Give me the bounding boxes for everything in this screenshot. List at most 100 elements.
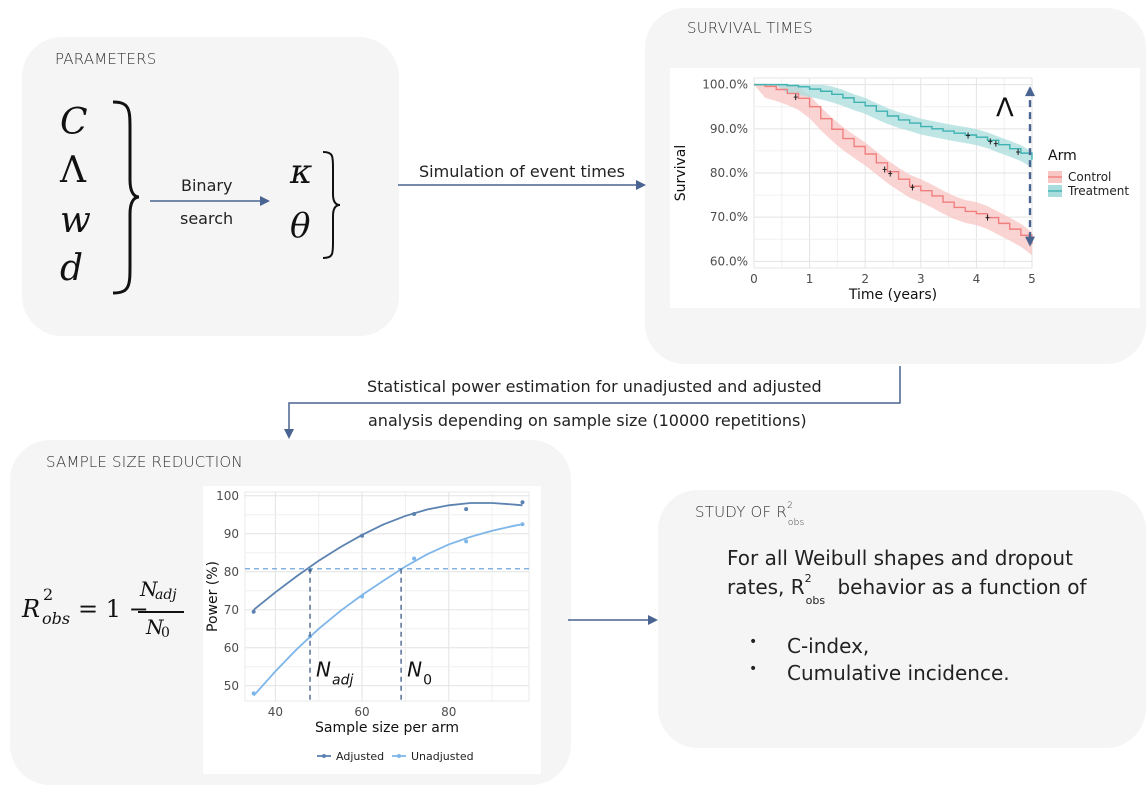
power-curve-adjusted xyxy=(253,502,523,611)
survival-y-tick-label: 90.0% xyxy=(710,122,748,136)
survival-x-tick-label: 1 xyxy=(806,272,814,286)
power-x-tick-label: 40 xyxy=(268,705,283,719)
power-marker-label-base: N xyxy=(316,657,331,681)
param-c: C xyxy=(60,102,88,143)
survival-title: SURVIVAL TIMES xyxy=(687,19,813,37)
survival-legend-label: Control xyxy=(1068,170,1111,184)
survival-y-tick-label: 60.0% xyxy=(710,254,748,268)
formula-lhs-sub: obs xyxy=(42,609,71,628)
power-point-adjusted xyxy=(360,533,365,538)
power-point-unadjusted xyxy=(464,539,469,544)
param-kappa: κ xyxy=(290,152,313,192)
binary-search-label-1: Binary xyxy=(181,176,233,195)
power-label-line1: Statistical power estimation for unadjus… xyxy=(367,377,822,396)
formula-num-sub: adj xyxy=(155,587,177,603)
power-lines xyxy=(252,502,523,697)
study-bullet-1: C-index, xyxy=(787,634,870,658)
formula-lhs-base: R xyxy=(22,595,41,623)
power-legend-swatch-dot xyxy=(322,754,326,758)
power-legend: Adjusted Unadjusted xyxy=(317,750,474,763)
binary-search-label-2: search xyxy=(180,209,234,228)
outputs-brace xyxy=(322,151,341,259)
sample-size-title: SAMPLE SIZE REDUCTION xyxy=(46,453,243,471)
study-line-2: rates, R2 obs behavior as a function of xyxy=(727,572,1087,607)
parameters-panel xyxy=(22,37,399,336)
study-line-2-sup: 2 xyxy=(804,572,812,586)
power-curve-unadjusted xyxy=(252,523,523,697)
param-d: d xyxy=(60,248,84,289)
power-label-line2: analysis depending on sample size (10000… xyxy=(368,411,807,430)
power-x-tick-label: 60 xyxy=(354,705,369,719)
study-title-sub: obs xyxy=(787,518,805,528)
study-line-2-pre: rates, R xyxy=(727,575,805,599)
simulation-label: Simulation of event times xyxy=(419,162,625,181)
study-line-1: For all Weibull shapes and dropout xyxy=(727,546,1073,570)
power-legend-label: Unadjusted xyxy=(411,750,474,763)
lambda-arrow-head-bottom xyxy=(1025,236,1035,247)
survival-x-tick-label: 5 xyxy=(1028,272,1036,286)
power-y-axis-label: Power (%) xyxy=(205,561,221,632)
power-y-tick-label: 70 xyxy=(224,603,239,617)
power-point-unadjusted xyxy=(412,556,417,561)
power-legend-swatch-dot xyxy=(397,754,401,758)
study-panel xyxy=(658,490,1146,748)
simulation-arrow xyxy=(398,180,646,190)
power-x-axis-label: Sample size per arm xyxy=(315,720,459,736)
survival-y-tick-label: 70.0% xyxy=(710,210,748,224)
survival-y-tick-label: 80.0% xyxy=(710,166,748,180)
survival-axes: 60.0% 70.0% 80.0% 90.0% 100.0% 0 1 2 3 4 5 Time (ye… xyxy=(673,78,1036,303)
survival-x-tick-label: 2 xyxy=(861,272,869,286)
param-lambda: Λ xyxy=(60,150,86,191)
power-y-tick-label: 90 xyxy=(224,527,239,541)
power-point-unadjusted xyxy=(360,594,365,599)
survival-x-axis-label: Time (years) xyxy=(848,287,937,303)
study-title-sup: 2 xyxy=(786,501,793,511)
formula-lhs-sup: 2 xyxy=(43,585,54,604)
survival-censor-marks xyxy=(793,94,1021,221)
power-x-tick-label: 80 xyxy=(441,705,456,719)
survival-y-axis-label: Survival xyxy=(673,145,689,201)
power-y-tick-label: 60 xyxy=(224,641,239,655)
survival-x-tick-label: 0 xyxy=(750,272,758,286)
formula-equals: = 1 − xyxy=(78,595,149,623)
formula-den-base: N xyxy=(146,615,164,639)
power-marker-label-base: N xyxy=(407,657,422,681)
formula-num-base: N xyxy=(140,577,158,601)
study-bullet-2: Cumulative incidence. xyxy=(787,661,1010,685)
binary-search-arrow xyxy=(150,196,270,206)
study-line-2-post: behavior as a function of xyxy=(831,575,1087,599)
power-point-unadjusted xyxy=(251,691,256,696)
survival-chart: Λ 60.0% 70.0% 80.0% 90.0% 100.0% 0 1 2 3 4 5 Time (… xyxy=(670,68,1140,308)
survival-annotation: Λ xyxy=(996,86,1035,247)
survival-band-control xyxy=(754,84,1032,256)
formula-den-sub: 0 xyxy=(161,625,170,641)
param-theta: θ xyxy=(290,206,311,246)
parameters-brace xyxy=(112,100,140,295)
power-estimation-arrow xyxy=(284,366,901,439)
power-point-adjusted xyxy=(464,507,469,512)
survival-x-tick-label: 3 xyxy=(917,272,925,286)
power-y-tick-label: 80 xyxy=(224,565,239,579)
power-point-adjusted xyxy=(412,512,417,517)
study-bullet-2-dot: • xyxy=(749,661,758,677)
survival-bands xyxy=(754,84,1032,256)
survival-legend-label: Treatment xyxy=(1067,184,1129,198)
formula-fraction-bar xyxy=(138,611,184,613)
survival-x-tick-label: 4 xyxy=(973,272,981,286)
power-marker-label-sub: 0 xyxy=(423,672,432,688)
param-w: w xyxy=(60,200,91,241)
power-point-adjusted xyxy=(520,500,525,505)
lambda-arrow-head-top xyxy=(1025,86,1035,97)
power-point-adjusted xyxy=(251,609,256,614)
study-title: STUDY OF R2 obs xyxy=(695,501,809,528)
power-plot-area xyxy=(244,491,530,702)
power-grid xyxy=(244,491,530,702)
lambda-label: Λ xyxy=(996,93,1014,123)
survival-line-treatment xyxy=(754,83,1033,160)
parameters-title: PARAMETERS xyxy=(55,50,157,68)
power-legend-label: Adjusted xyxy=(336,750,384,763)
